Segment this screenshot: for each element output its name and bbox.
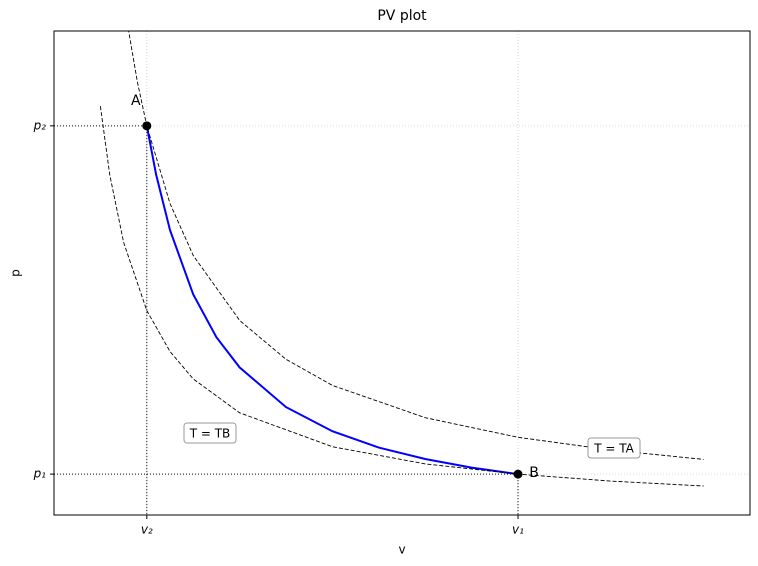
- annotation: T = TA: [593, 442, 634, 456]
- state-point: [142, 121, 152, 131]
- point-label: B: [529, 465, 539, 481]
- chart-title: PV plot: [377, 8, 427, 24]
- isotherm: [128, 31, 704, 460]
- plot-frame: [53, 30, 751, 516]
- annotation-box: [587, 437, 641, 459]
- annotation-box: [183, 422, 237, 444]
- annotation: T = TB: [189, 427, 231, 441]
- x-tick-label: v₁: [512, 523, 524, 537]
- isotherm: [99, 106, 704, 487]
- x-tick-label: v₂: [141, 523, 153, 537]
- process-curve: [145, 125, 519, 476]
- state-point: [513, 469, 523, 479]
- y-tick-label: p₁: [33, 467, 47, 481]
- y-tick-label: p₂: [33, 118, 47, 132]
- x-axis-label: v: [398, 543, 405, 557]
- y-axis-label: p: [9, 269, 23, 277]
- point-label: A: [131, 93, 141, 109]
